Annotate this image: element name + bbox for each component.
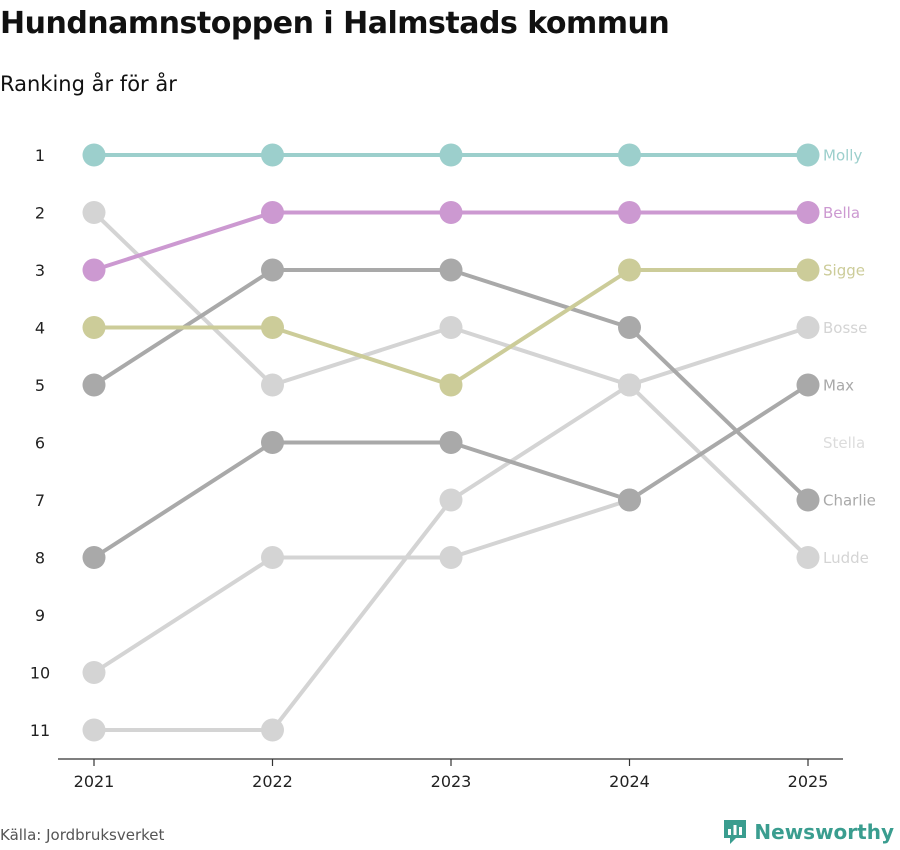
series-point-molly: [796, 143, 820, 167]
y-tick-label: 4: [35, 319, 45, 338]
series-point-molly: [82, 143, 106, 167]
series-point-bosse: [82, 661, 106, 684]
y-tick-label: 5: [35, 376, 45, 395]
series-line-bosse: [92, 498, 632, 675]
newsworthy-logo: Newsworthy: [722, 818, 894, 846]
chart-title: Hundnamnstoppen i Halmstads kommun: [0, 6, 670, 41]
newsworthy-logo-icon: [724, 820, 747, 844]
series-label-molly: Molly: [823, 147, 862, 165]
series-point-stella: [82, 718, 106, 742]
x-tick-label: 2025: [788, 772, 829, 791]
series-point-ludde: [261, 373, 284, 397]
series-label-ludde: Ludde: [823, 549, 869, 567]
series-point-molly: [261, 143, 284, 167]
series-label-sigge: Sigge: [823, 262, 865, 280]
series-point-stella: [261, 718, 284, 742]
series-point-max: [796, 373, 820, 397]
chart-subtitle: Ranking år för år: [0, 72, 177, 96]
series-point-sigge: [439, 373, 463, 397]
series-point-sigge: [82, 316, 106, 339]
series-point-bosse: [439, 546, 463, 569]
x-tick-label: 2024: [609, 772, 650, 791]
series-label-stella: Stella: [823, 434, 865, 452]
series-point-charlie: [618, 316, 641, 339]
y-tick-label: 6: [35, 434, 45, 453]
y-tick-label: 1: [35, 146, 45, 165]
x-tick-label: 2021: [74, 772, 115, 791]
series-point-charlie: [261, 258, 284, 282]
series-point-sigge: [261, 316, 284, 339]
y-tick-label: 10: [30, 664, 50, 683]
source-note: Källa: Jordbruksverket: [0, 826, 165, 844]
series-label-bella: Bella: [823, 204, 860, 222]
series-point-molly: [618, 143, 641, 167]
series-point-max: [82, 546, 106, 569]
y-tick-label: 7: [35, 491, 45, 510]
series-point-bella: [261, 201, 284, 224]
x-tick-label: 2023: [431, 772, 472, 791]
series-point-bella: [796, 201, 820, 224]
series-point-max: [261, 431, 284, 454]
y-tick-label: 11: [30, 721, 50, 740]
series-point-ludde: [439, 316, 463, 339]
series-point-max: [618, 488, 641, 512]
series-point-sigge: [796, 258, 820, 282]
y-tick-label: 3: [35, 261, 45, 280]
series-point-stella: [796, 316, 820, 339]
series-label-max: Max: [823, 377, 854, 395]
series-point-ludde: [82, 201, 106, 224]
series-point-bella: [82, 258, 106, 282]
y-tick-label: 2: [35, 204, 45, 223]
series-label-charlie: Charlie: [823, 492, 876, 510]
x-tick-label: 2022: [252, 772, 293, 791]
y-tick-label: 8: [35, 549, 45, 568]
series-point-charlie: [439, 258, 463, 282]
series-point-charlie: [82, 373, 106, 397]
series-point-bella: [439, 201, 463, 224]
series-point-stella: [618, 373, 641, 397]
series-line-max: [92, 383, 810, 560]
newsworthy-logo-text: Newsworthy: [754, 820, 894, 844]
series-point-sigge: [618, 258, 641, 282]
series-label-bosse: Bosse: [823, 319, 867, 337]
series-point-charlie: [796, 488, 820, 512]
series-point-stella: [439, 488, 463, 512]
series-point-max: [439, 431, 463, 454]
series-point-bella: [618, 201, 641, 224]
series-point-bosse: [261, 546, 284, 569]
y-tick-label: 9: [35, 606, 45, 625]
series-point-molly: [439, 143, 463, 167]
series-point-ludde: [796, 546, 820, 569]
